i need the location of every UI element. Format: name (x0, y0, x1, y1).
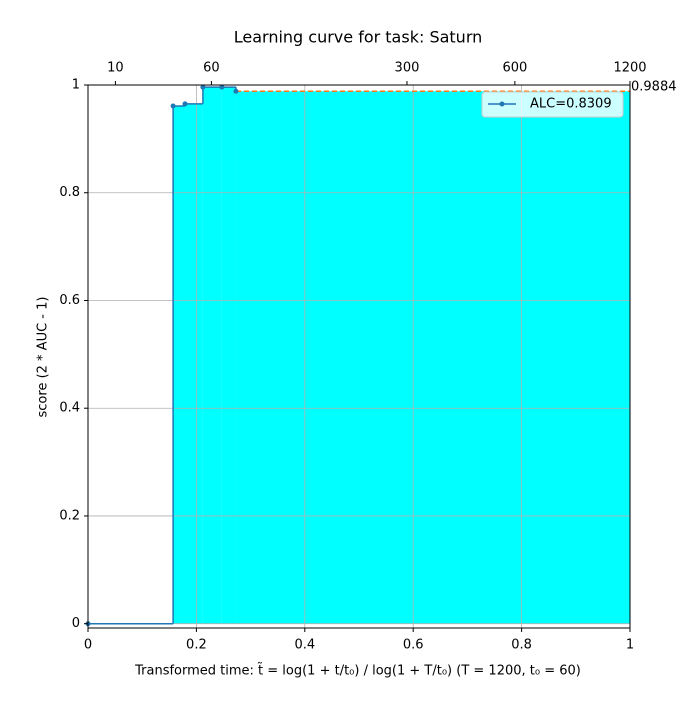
area-fill (173, 106, 186, 624)
x-tick-label: 0 (84, 638, 92, 653)
area-fill (202, 87, 222, 624)
x-tick-label: 0.4 (294, 638, 315, 653)
x2-tick-label: 300 (395, 61, 420, 76)
x-tick-label: 0.2 (186, 638, 207, 653)
legend-marker (499, 101, 505, 107)
point (200, 84, 206, 90)
y-tick-label: 0.4 (59, 401, 80, 416)
point (233, 88, 239, 94)
legend-box (481, 91, 624, 118)
x2-tick-label: 1200 (613, 61, 646, 76)
final-score-label: 0.9884 (631, 80, 677, 95)
plot-frame (87, 84, 631, 629)
y-axis-label: score (2 * AUC - 1) (36, 297, 51, 418)
area-fill (235, 91, 630, 624)
point (219, 84, 225, 90)
x2-tick-label: 60 (203, 61, 220, 76)
chart-title: Learning curve for task: Saturn (234, 28, 483, 47)
area-fill (185, 103, 203, 624)
point (170, 103, 176, 109)
x2-tick-label: 10 (107, 61, 124, 76)
point (182, 101, 188, 107)
area-fill (221, 87, 236, 624)
x2-tick-label: 600 (502, 61, 527, 76)
x-tick-label: 0.8 (511, 638, 532, 653)
y-tick-label: 0 (72, 616, 80, 631)
y-tick-label: 1 (72, 78, 80, 93)
legend-label: ALC=0.8309 (530, 97, 612, 112)
x-tick-label: 1 (626, 638, 634, 653)
y-tick-label: 0.2 (59, 508, 80, 523)
y-tick-label: 0.8 (59, 185, 80, 200)
y-tick-label: 0.6 (59, 293, 80, 308)
x-axis-label: Transformed time: t̃ = log(1 + t/t₀) / l… (134, 663, 581, 678)
x-tick-label: 0.6 (403, 638, 424, 653)
